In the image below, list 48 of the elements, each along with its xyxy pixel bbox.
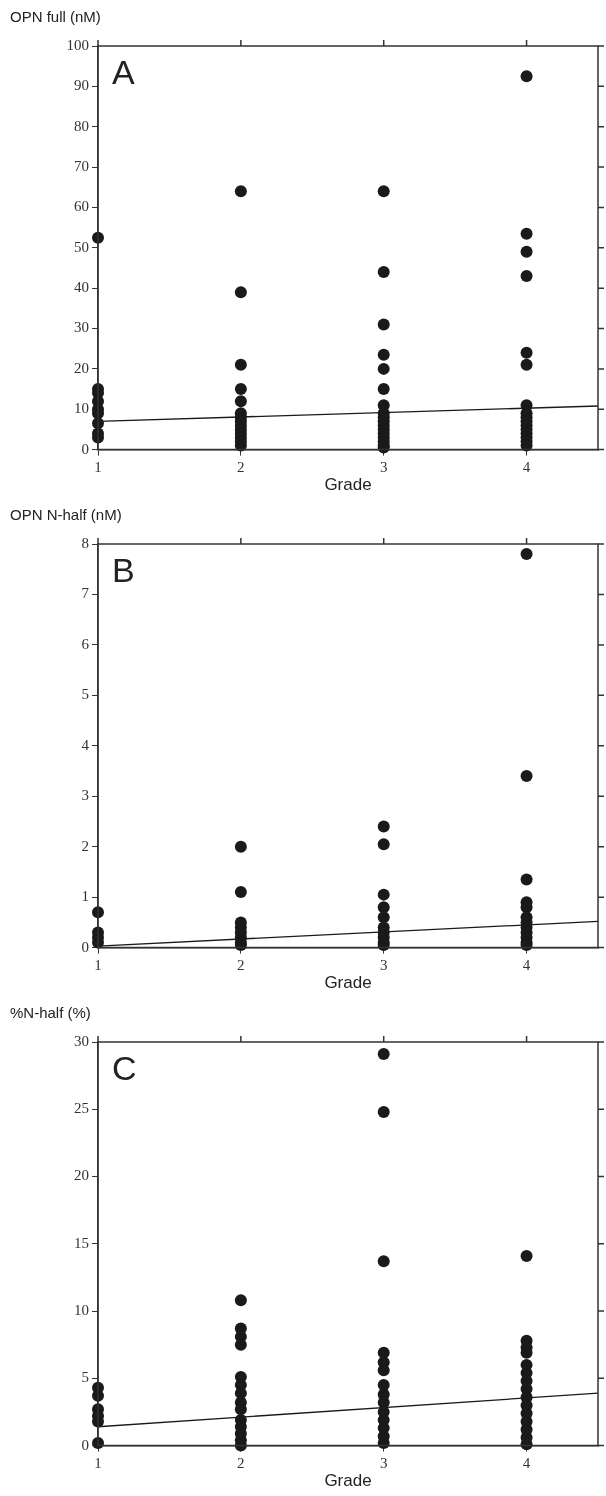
x-tick-label: 3 [379, 956, 388, 973]
y-tick-label: 10 [74, 400, 89, 417]
y-tick-label: 30 [74, 319, 89, 336]
annotation: A [112, 53, 135, 92]
y-tick-label: 8 [81, 534, 89, 551]
x-axis-title: Grade [324, 1471, 372, 1491]
y-tick-label: 3 [81, 787, 89, 804]
x-tick-label: 3 [379, 458, 388, 475]
y-tick-label: 0 [81, 938, 89, 955]
y-tick-label: 50 [74, 238, 89, 255]
x-tick-label: 4 [522, 956, 531, 973]
y-tick-label: 7 [81, 585, 90, 602]
y-tick-label: 40 [74, 279, 89, 296]
y-tick-label: 5 [81, 686, 89, 703]
y-axis-title: %N-half (%) [10, 1004, 91, 1021]
y-axis-title: OPN full (nM) [10, 8, 101, 25]
y-tick-label: 1 [81, 888, 89, 905]
x-tick-label: 2 [237, 458, 245, 475]
y-tick-label: 20 [74, 359, 89, 376]
x-tick-label: 2 [237, 956, 245, 973]
x-axis-title: Grade [324, 475, 372, 495]
annotation: C [112, 1049, 137, 1088]
y-tick-label: 90 [74, 77, 89, 94]
x-tick-label: 1 [94, 458, 102, 475]
x-tick-label: 3 [379, 1454, 388, 1471]
y-tick-label: 10 [74, 1302, 89, 1318]
y-tick-label: 5 [81, 1369, 89, 1386]
y-tick-label: 60 [74, 198, 89, 215]
annotation: B [112, 551, 135, 590]
x-tick-label: 1 [94, 956, 102, 973]
x-axis-title: Grade [324, 973, 372, 993]
x-tick-label: 1 [94, 1454, 102, 1471]
x-tick-label: 2 [237, 1454, 245, 1471]
y-tick-label: 0 [81, 1436, 89, 1453]
y-tick-label: 6 [81, 635, 90, 652]
y-tick-label: 25 [74, 1100, 89, 1117]
y-tick-label: 100 [66, 36, 89, 53]
x-tick-label: 4 [522, 458, 531, 475]
y-tick-label: 20 [74, 1167, 89, 1184]
y-axis-title: OPN N-half (nM) [10, 506, 122, 523]
y-tick-label: 0 [81, 440, 89, 457]
y-tick-label: 80 [74, 117, 89, 134]
y-tick-label: 2 [81, 837, 89, 854]
y-tick-label: 4 [81, 736, 90, 753]
y-tick-label: 70 [74, 158, 89, 175]
y-tick-label: 30 [74, 1032, 89, 1049]
x-tick-label: 4 [522, 1454, 531, 1471]
y-tick-label: 15 [74, 1234, 89, 1251]
